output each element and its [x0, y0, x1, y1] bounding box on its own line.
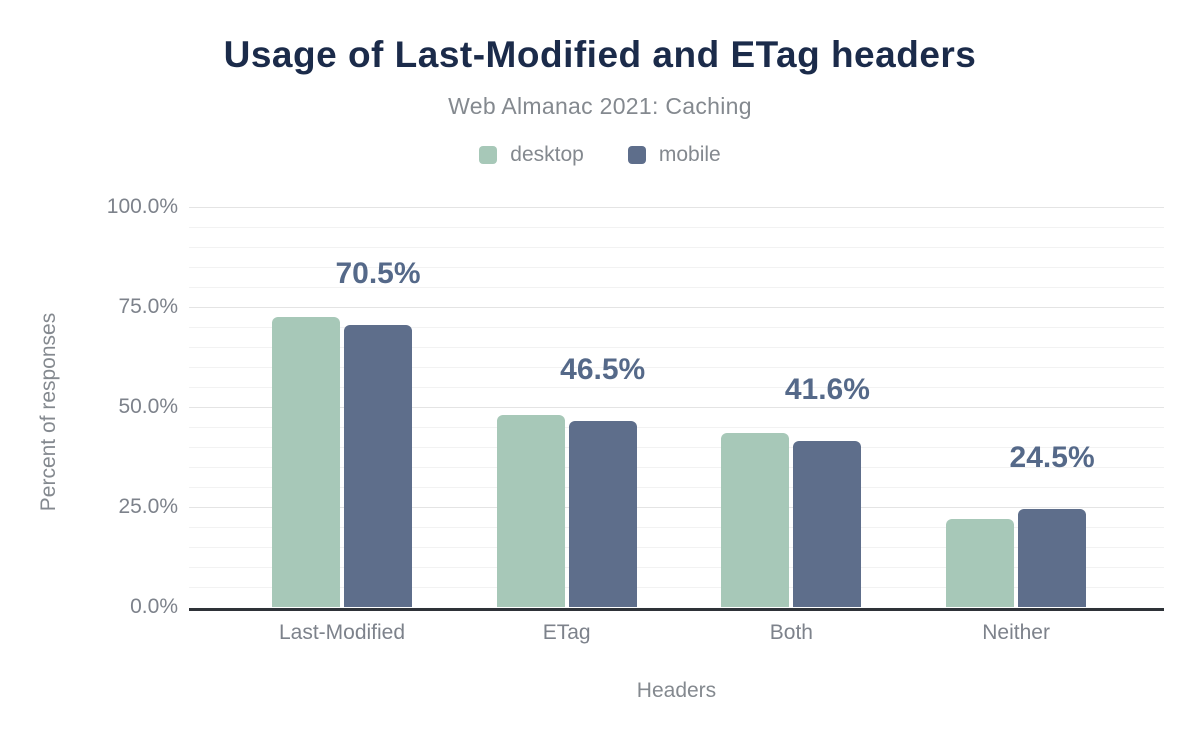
y-tick-label: 0.0%: [130, 595, 178, 618]
bar-value-label: 41.6%: [784, 372, 870, 406]
desktop-swatch-icon: [479, 146, 498, 164]
minor-gridline: [189, 546, 1164, 548]
minor-gridline: [189, 566, 1164, 568]
bar-mobile-etag: [568, 421, 637, 607]
x-tick-label: Last-Modified: [278, 621, 406, 644]
chart-title: Usage of Last-Modified and ETag headers: [223, 34, 977, 75]
minor-gridline: [189, 266, 1164, 268]
minor-gridline: [189, 446, 1164, 448]
minor-gridline: [189, 486, 1164, 488]
x-axis-title: Headers: [636, 679, 717, 702]
x-axis: Last-Modified ETag Both Neither: [189, 620, 1164, 646]
bar-mobile-neither: [1018, 509, 1087, 607]
legend: desktop mobile: [0, 143, 1200, 167]
bar-desktop-last-modified: [272, 317, 340, 607]
x-tick-label: ETag: [542, 621, 591, 644]
bar-value-label: 24.5%: [1009, 441, 1095, 474]
y-tick-label: 100.0%: [106, 195, 178, 218]
major-gridline: [189, 306, 1164, 308]
bar-value-label: 46.5%: [560, 353, 646, 386]
bar-value-label: 70.5%: [335, 257, 421, 290]
x-tick-label: Both: [769, 621, 813, 644]
plot-area: 70.5% 46.5% 41.6% 24.5%: [189, 206, 1164, 611]
chart-subtitle: Web Almanac 2021: Caching: [448, 93, 752, 119]
legend-label-mobile: mobile: [658, 143, 721, 166]
minor-gridline: [189, 246, 1164, 248]
minor-gridline: [189, 426, 1164, 428]
minor-gridline: [189, 386, 1164, 388]
bar-desktop-neither: [946, 519, 1015, 607]
y-axis: 0.0% 25.0% 50.0% 75.0% 100.0%: [0, 196, 178, 618]
bar-mobile-last-modified: [344, 325, 412, 607]
major-gridline: [189, 206, 1164, 208]
y-tick-label: 75.0%: [118, 295, 178, 318]
legend-item-desktop: desktop: [479, 143, 584, 167]
minor-gridline: [189, 586, 1164, 588]
mobile-swatch-icon: [627, 146, 646, 164]
x-axis-line: [189, 607, 1164, 611]
y-tick-label: 50.0%: [118, 395, 178, 418]
minor-gridline: [189, 326, 1164, 328]
bar-desktop-both: [721, 433, 790, 607]
major-gridline: [189, 506, 1164, 508]
legend-label-desktop: desktop: [510, 143, 584, 166]
minor-gridline: [189, 286, 1164, 288]
minor-gridline: [189, 526, 1164, 528]
minor-gridline: [189, 346, 1164, 348]
bar-mobile-both: [793, 440, 862, 607]
y-tick-label: 25.0%: [118, 495, 178, 518]
x-tick-label: Neither: [982, 621, 1050, 644]
major-gridline: [189, 406, 1164, 408]
bar-desktop-etag: [496, 414, 565, 607]
legend-item-mobile: mobile: [627, 143, 721, 167]
minor-gridline: [189, 466, 1164, 468]
minor-gridline: [189, 226, 1164, 228]
minor-gridline: [189, 366, 1164, 368]
